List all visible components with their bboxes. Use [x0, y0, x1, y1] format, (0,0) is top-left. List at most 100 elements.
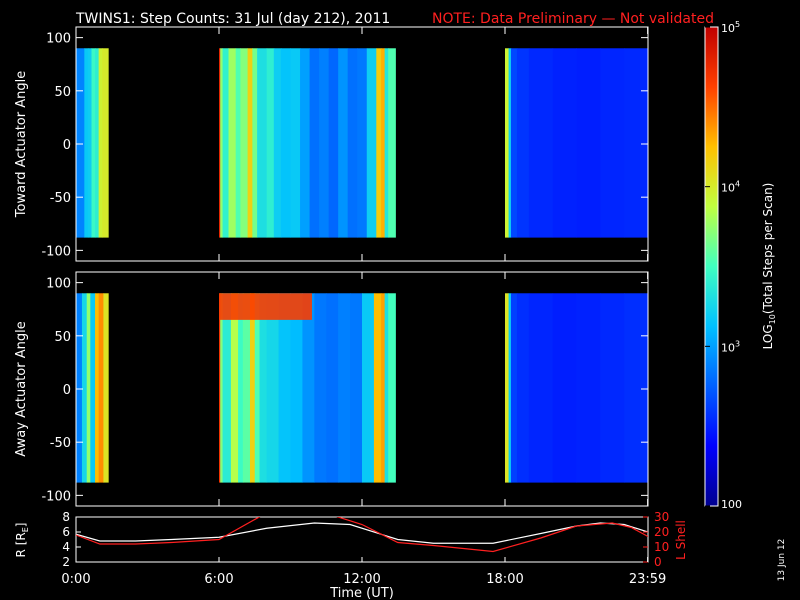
toward-heatmap-cell: [552, 48, 577, 238]
time-axis-ticks: 0:00 6:00 12:00 18:00 23:59: [61, 557, 666, 587]
toward-heatmap-cell: [280, 48, 291, 238]
toward-heatmap-cell: [266, 48, 275, 238]
toward-heatmap-cell: [528, 48, 554, 238]
away-heatmap: [76, 293, 649, 483]
time-tick-label: 12:00: [343, 572, 380, 587]
away-heatmap-cell: [510, 293, 518, 483]
away-heatmap-cell: [388, 293, 396, 483]
colorbar-tick-label: 103: [721, 339, 740, 354]
toward-ytick-label: 0: [63, 138, 71, 153]
toward-heatmap-cell: [228, 48, 237, 238]
away-ylabel: Away Actuator Angle: [14, 321, 29, 456]
away-heatmap-cell: [249, 293, 256, 483]
toward-heatmap-cell: [240, 48, 249, 238]
toward-heatmap-cell: [388, 48, 396, 238]
toward-heatmap-cell: [384, 48, 389, 238]
away-heatmap-cell: [222, 293, 232, 483]
toward-heatmap-cell: [357, 48, 368, 238]
toward-heatmap-cell: [219, 48, 221, 238]
colorbar-frame: [704, 26, 719, 507]
toward-heatmap-cell: [76, 48, 85, 238]
away-heatmap-cell: [362, 293, 375, 483]
away-heatmap-cell: [302, 293, 315, 483]
toward-heatmap-cell: [91, 48, 96, 238]
colorbar-label: LOG10(Total Steps per Scan): [761, 183, 777, 350]
toward-ytick-label: -100: [41, 244, 71, 259]
lshell-ytick-label: 30: [654, 510, 669, 524]
away-heatmap-cell: [259, 293, 268, 483]
away-heatmap-highlight: [219, 293, 312, 320]
date-stamp: 13 Jun 12: [777, 539, 787, 582]
away-ytick-label: 50: [54, 330, 71, 345]
r-ytick-label: 2: [62, 555, 70, 569]
away-heatmap-cell: [81, 293, 88, 483]
colorbar: 100 103 104 105 LOG10(Total Steps per Scan): [704, 20, 777, 511]
away-heatmap-cell: [624, 293, 649, 483]
toward-heatmap-cell: [309, 48, 320, 238]
toward-heatmap-cell: [300, 48, 311, 238]
away-heatmap-cell: [254, 293, 261, 483]
away-ytick-label: 0: [63, 383, 71, 398]
toward-heatmap-cell: [600, 48, 625, 238]
colorbar-strip: [705, 27, 718, 506]
away-heatmap-cell: [384, 293, 389, 483]
away-heatmap-cell: [90, 293, 96, 483]
time-tick-label: 0:00: [61, 572, 90, 587]
toward-ytick-label: 50: [54, 85, 71, 100]
away-heatmap-cell: [98, 293, 104, 483]
toward-heatmap-cell: [235, 48, 241, 238]
toward-heatmap-cell: [290, 48, 301, 238]
toward-heatmap-cell: [508, 48, 512, 238]
preliminary-note: NOTE: Data Preliminary — Not validated: [432, 11, 714, 27]
away-panel: 100 50 0 -50 -100 Away Actuator Angle: [14, 271, 649, 507]
away-heatmap-cell: [242, 293, 251, 483]
away-heatmap-cell: [314, 293, 327, 483]
away-heatmap-cell: [230, 293, 239, 483]
away-heatmap-cell: [103, 293, 109, 483]
toward-heatmap-cell: [95, 48, 100, 238]
r-ytick-label: 8: [62, 510, 70, 524]
toward-heatmap-cell: [376, 48, 382, 238]
time-tick-label: 23:59: [629, 572, 666, 587]
away-heatmap-cell: [508, 293, 512, 483]
colorbar-tick-label: 100: [721, 498, 742, 511]
toward-heatmap-cell: [624, 48, 649, 238]
ephemeris-lines: [76, 517, 648, 553]
r-ytick-label: 4: [62, 540, 70, 554]
colorbar-ticks: 100 103 104 105: [705, 20, 742, 511]
lshell-ytick-label: 20: [654, 525, 669, 539]
r-ytick-label: 6: [62, 525, 70, 539]
away-heatmap-cell: [76, 293, 83, 483]
lshell-series-line: [76, 517, 648, 553]
time-tick-label: 18:00: [486, 572, 523, 587]
toward-ylabel: Toward Actuator Angle: [14, 71, 29, 218]
away-heatmap-cell: [220, 293, 224, 483]
toward-heatmap-cell: [102, 48, 109, 238]
toward-heatmap-cell: [222, 48, 230, 238]
toward-ytick-label: 100: [46, 32, 71, 47]
colorbar-tick-label: 105: [721, 20, 740, 35]
away-heatmap-cell: [528, 293, 554, 483]
lshell-ytick-label: 0: [654, 555, 662, 569]
away-heatmap-cell: [86, 293, 91, 483]
away-heatmap-cell: [219, 293, 221, 483]
away-heatmap-cell: [338, 293, 351, 483]
away-ytick-label: -50: [50, 436, 71, 451]
lshell-axis-label: L Shell: [674, 520, 688, 560]
away-heatmap-cell: [350, 293, 363, 483]
toward-ytick-label: -50: [50, 191, 71, 206]
toward-heatmap-cell: [381, 48, 386, 238]
toward-heatmap-cell: [84, 48, 89, 238]
toward-y-ticks: 100 50 0 -50 -100: [41, 27, 649, 261]
toward-heatmap-cell: [338, 48, 349, 238]
toward-heatmap-cell: [257, 48, 268, 238]
toward-heatmap-cell: [328, 48, 339, 238]
away-heatmap-cell: [266, 293, 280, 483]
away-ytick-label: 100: [46, 277, 71, 292]
away-heatmap-cell: [95, 293, 100, 483]
toward-heatmap-cell: [510, 48, 518, 238]
away-y-ticks: 100 50 0 -50 -100: [41, 272, 649, 506]
